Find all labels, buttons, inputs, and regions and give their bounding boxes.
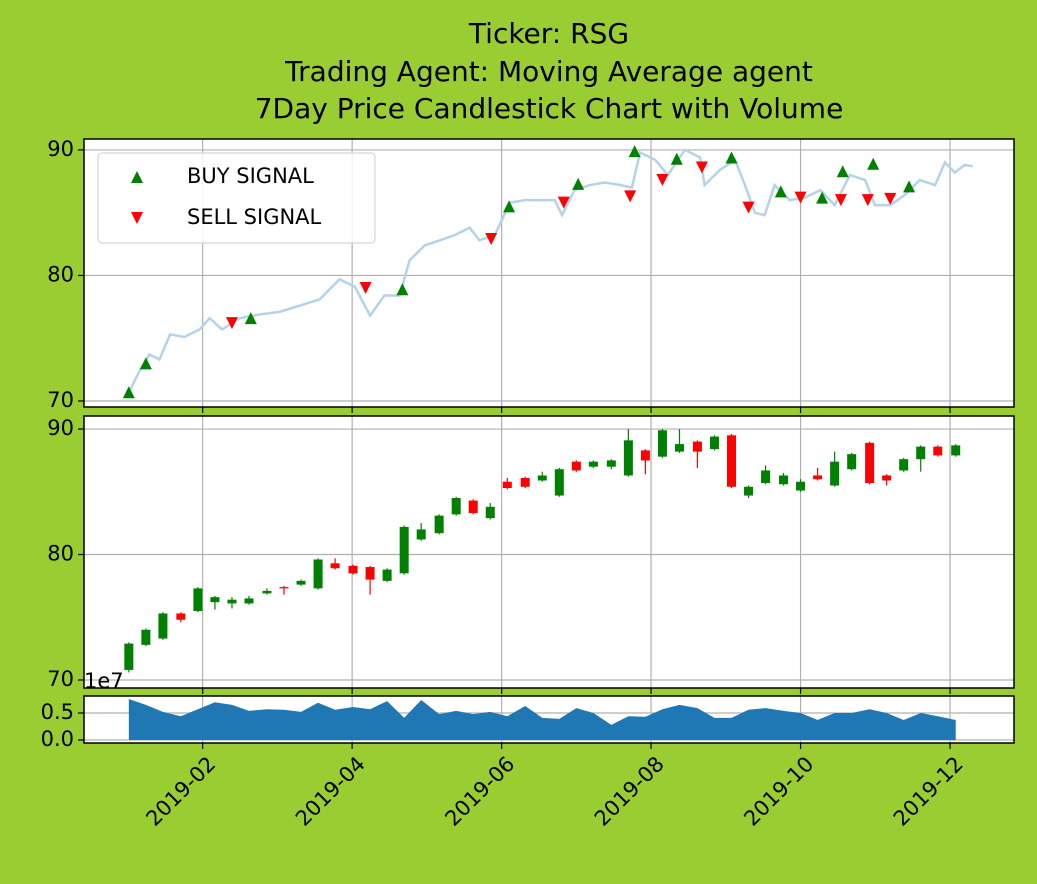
signal-marker [244, 312, 257, 325]
candle-body [176, 613, 186, 620]
y-tick-label: 70 [47, 388, 74, 412]
legend-marker [131, 171, 143, 183]
candle-body [640, 450, 650, 461]
candle-body [416, 529, 426, 540]
signal-marker [359, 282, 372, 295]
signal-marker [774, 185, 787, 198]
signal-marker [572, 177, 585, 190]
candle-body [571, 461, 581, 471]
price-line [127, 148, 973, 393]
signal-marker [485, 233, 498, 246]
candle-body [830, 461, 840, 486]
candle-body [227, 599, 237, 604]
candle-body [244, 598, 254, 604]
candle-body [727, 435, 737, 487]
legend-marker [131, 212, 143, 224]
signal-marker [396, 283, 409, 296]
signal-marker [742, 201, 755, 214]
candle-body [882, 475, 892, 481]
chart-subtitle: Trading Agent: Moving Average agent [284, 55, 813, 88]
chart-title: Ticker: RSG [468, 17, 629, 50]
y-tick-label: 90 [47, 137, 74, 161]
plot-frame [83, 695, 1015, 744]
plot-area [84, 416, 1014, 688]
candle-body [796, 481, 806, 491]
signal-marker [903, 180, 916, 193]
candle-body [623, 440, 633, 476]
candle-body [744, 486, 754, 496]
signal-marker [670, 152, 683, 165]
candle-body [692, 441, 702, 452]
candle-body [124, 643, 134, 670]
candle-body [193, 588, 203, 611]
candle-body [951, 445, 961, 456]
signal-marker [867, 157, 880, 170]
signal-marker [816, 191, 829, 204]
candle-body [451, 498, 461, 515]
offset-label: 1e7 [84, 669, 124, 693]
candle-body [813, 475, 823, 480]
signal-marker [225, 317, 238, 330]
signal-marker [624, 190, 637, 203]
candle-body [141, 629, 151, 645]
legend-label: SELL SIGNAL [187, 205, 322, 229]
signal-marker [503, 200, 516, 213]
signal-marker [656, 174, 669, 187]
signal-marker [139, 357, 152, 370]
candle-body [657, 430, 667, 457]
legend-label: BUY SIGNAL [187, 164, 314, 188]
candle-body [779, 475, 789, 485]
candle-body [158, 613, 168, 639]
volume-area [128, 698, 956, 740]
signal-marker [695, 161, 708, 174]
candle-body [847, 454, 857, 470]
candle-body [279, 587, 289, 589]
chart-subtitle: 7Day Price Candlestick Chart with Volume [255, 92, 844, 125]
candle-body [262, 590, 272, 594]
candle-body [606, 460, 616, 467]
candle-body [434, 515, 444, 534]
candle-body [485, 506, 495, 519]
candle-body [348, 565, 358, 574]
candle-body [537, 475, 547, 481]
candle-body [365, 567, 375, 580]
y-tick-label: 70 [47, 667, 74, 691]
signal-marker [834, 194, 847, 207]
signal-marker [122, 386, 135, 399]
candle-body [588, 461, 598, 467]
plot-frame [83, 415, 1015, 689]
signal-marker [725, 151, 738, 164]
signal-marker [794, 191, 807, 204]
candle-body [916, 446, 926, 460]
candle-body [502, 481, 512, 489]
signal-marker [557, 196, 570, 209]
candle-body [399, 526, 409, 574]
candle-body [674, 444, 684, 452]
candle-body [554, 469, 564, 496]
candle-body [382, 569, 392, 581]
candle-body [296, 580, 306, 585]
candle-body [761, 470, 771, 483]
y-tick-label: 90 [47, 416, 74, 440]
signal-marker [836, 165, 849, 178]
y-tick-label: 0.5 [41, 700, 74, 724]
y-tick-label: 80 [47, 542, 74, 566]
signal-marker [861, 194, 874, 207]
candle-body [865, 442, 875, 483]
candle-body [313, 559, 323, 589]
candle-body [933, 446, 943, 456]
candle-body [520, 477, 530, 487]
candle-body [330, 563, 340, 569]
plot-frame [83, 138, 1015, 408]
signal-marker [628, 145, 641, 158]
legend [97, 152, 376, 244]
candle-body [210, 597, 220, 603]
candle-body [899, 459, 909, 471]
y-tick-label: 80 [47, 262, 74, 286]
candle-body [709, 436, 719, 450]
y-tick-label: 0.0 [41, 727, 74, 751]
candle-body [468, 500, 478, 514]
signal-marker [884, 192, 897, 205]
